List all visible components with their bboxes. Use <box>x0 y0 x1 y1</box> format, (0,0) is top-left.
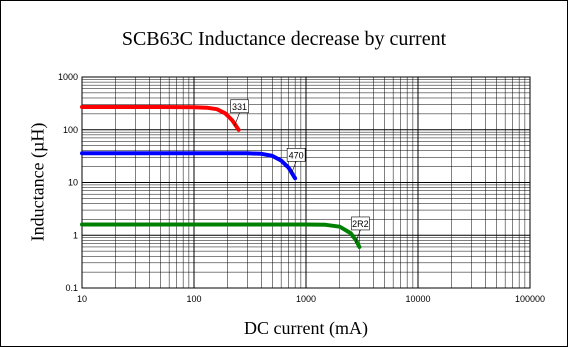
tick-labels: 10 100 1000 10000 100000 1000 100 10 1 0.1 <box>58 72 545 304</box>
series-line-470 <box>80 151 298 181</box>
callout-label-2r2: 2R2 <box>352 219 369 229</box>
y-tick-label: 1 <box>73 230 78 240</box>
y-tick-label: 0.1 <box>65 283 78 293</box>
callout-leader-331 <box>234 112 240 126</box>
series-callouts: 331 470 2R2 <box>230 99 370 244</box>
series-line-331 <box>80 105 241 132</box>
y-tick-label: 10 <box>68 178 78 188</box>
x-tick-label: 100000 <box>515 294 545 304</box>
callout-box-331 <box>230 99 249 114</box>
callout-label-331: 331 <box>232 102 247 112</box>
x-tick-label: 1000 <box>296 294 316 304</box>
x-tick-label: 10 <box>77 294 87 304</box>
y-tick-label: 1000 <box>58 72 78 82</box>
chart-title: SCB63C Inductance decrease by current <box>121 28 447 50</box>
callout-box-2r2 <box>351 216 370 231</box>
callout-label-470: 470 <box>289 150 304 160</box>
y-tick-label: 100 <box>63 125 78 135</box>
x-tick-label: 100 <box>186 294 201 304</box>
series-line-2r2 <box>80 222 362 249</box>
x-axis-label: DC current (mA) <box>244 318 368 338</box>
series-lines <box>80 105 362 249</box>
callout-leader-470 <box>290 161 297 175</box>
callout-leader-2r2 <box>355 229 361 244</box>
x-tick-label: 10000 <box>405 294 430 304</box>
callout-box-470 <box>286 148 306 162</box>
plot-border <box>81 76 531 289</box>
grid <box>81 76 531 289</box>
